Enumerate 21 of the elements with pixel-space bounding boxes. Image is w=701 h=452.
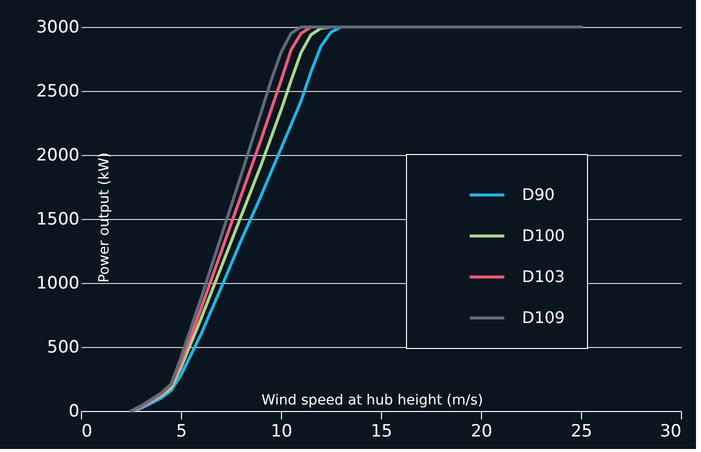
legend-label: D103: [522, 267, 565, 286]
y-tick-label: 1500: [36, 210, 80, 230]
x-tick-label: 0: [82, 422, 92, 442]
y-tick-label: 3000: [36, 18, 80, 38]
y-tick-label: 1000: [36, 274, 80, 294]
x-tick-label: 30: [660, 422, 682, 442]
y-tick-label: 2500: [36, 82, 80, 102]
legend-label: D100: [522, 226, 565, 245]
x-tick-label: 5: [176, 422, 187, 442]
line-series: [130, 26, 582, 412]
y-tick-label: 0: [68, 402, 80, 422]
legend-label: D90: [522, 185, 555, 204]
x-axis-title: Wind speed at hub height (m/s): [262, 392, 484, 408]
x-tick-label: 20: [470, 422, 492, 442]
y-tick-label: 500: [47, 338, 80, 358]
y-axis-title: Power output (kW): [96, 152, 112, 283]
legend-label: D109: [522, 308, 565, 327]
x-tick-label: 15: [370, 422, 392, 442]
x-tick-label: 10: [270, 422, 292, 442]
y-tick-label: 2000: [36, 146, 80, 166]
x-tick-label: 25: [570, 422, 592, 442]
